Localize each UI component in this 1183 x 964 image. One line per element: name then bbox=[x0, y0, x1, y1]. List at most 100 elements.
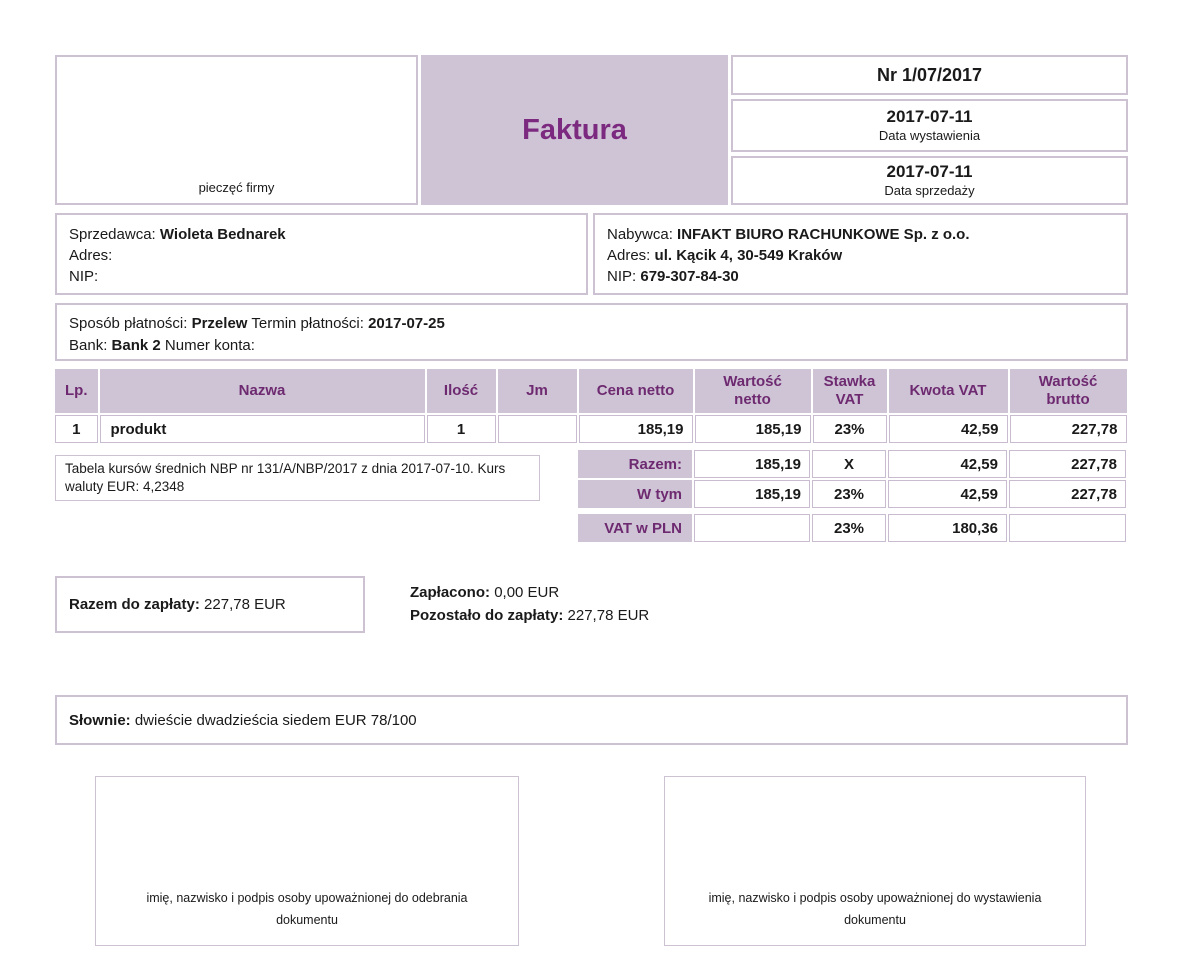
signature-issuer-caption: imię, nazwisko i podpis osoby upoważnion… bbox=[685, 887, 1065, 931]
col-header-kwota-vat: Kwota VAT bbox=[888, 369, 1008, 413]
vat-pln-gross bbox=[1009, 514, 1126, 542]
payment-due-label: Termin płatności: bbox=[251, 315, 364, 332]
item-net-price: 185,19 bbox=[578, 415, 693, 443]
summary-table: Razem: 185,19 X 42,59 227,78 W tym 185,1… bbox=[576, 448, 1128, 510]
amount-in-words-label: Słownie: bbox=[69, 711, 131, 729]
total-due-label: Razem do zapłaty: bbox=[69, 596, 200, 613]
payment-method: Przelew bbox=[191, 315, 248, 332]
summary-wtym-rate: 23% bbox=[812, 480, 886, 508]
summary-wtym-label: W tym bbox=[578, 480, 692, 508]
invoice-number: Nr 1/07/2017 bbox=[876, 64, 983, 85]
buyer-address: ul. Kącik 4, 30-549 Kraków bbox=[654, 247, 843, 264]
summary-razem-label: Razem: bbox=[578, 450, 692, 478]
seller-label: Sprzedawca: bbox=[69, 226, 156, 243]
page-title: Faktura bbox=[522, 113, 627, 146]
vat-pln-rate: 23% bbox=[812, 514, 886, 542]
signature-recipient-line1: imię, nazwisko i podpis osoby upoważnion… bbox=[146, 891, 468, 905]
buyer-nip-label: NIP: bbox=[607, 268, 637, 285]
payment-due-date: 2017-07-25 bbox=[368, 315, 445, 332]
col-header-cena-netto: Cena netto bbox=[578, 369, 693, 413]
sale-date-value: 2017-07-11 bbox=[886, 162, 973, 181]
vat-pln-amount: 180,36 bbox=[888, 514, 1007, 542]
total-due-value: 227,78 EUR bbox=[204, 596, 286, 613]
item-vat-rate: 23% bbox=[812, 415, 887, 443]
total-due-box: Razem do zapłaty: 227,78 EUR bbox=[55, 576, 365, 633]
summary-razem-rate: X bbox=[812, 450, 886, 478]
invoice-title-box: Faktura bbox=[421, 55, 728, 205]
seller-name: Wioleta Bednarek bbox=[159, 226, 286, 243]
buyer-nip: 679-307-84-30 bbox=[640, 268, 739, 285]
vat-pln-table: VAT w PLN 23% 180,36 bbox=[576, 512, 1128, 544]
summary-razem-row: Razem: 185,19 X 42,59 227,78 bbox=[578, 450, 1126, 478]
remaining-value: 227,78 EUR bbox=[567, 607, 650, 624]
paid-value: 0,00 EUR bbox=[494, 584, 560, 601]
seller-address-line: Adres: bbox=[69, 245, 574, 266]
summary-razem-net: 185,19 bbox=[694, 450, 810, 478]
summary-wtym-row: W tym 185,19 23% 42,59 227,78 bbox=[578, 480, 1126, 508]
items-table: Lp. Nazwa Ilość Jm Cena netto Wartość ne… bbox=[53, 367, 1129, 445]
item-net-value: 185,19 bbox=[694, 415, 811, 443]
bank-label: Bank: bbox=[69, 337, 108, 354]
summary-wtym-net: 185,19 bbox=[694, 480, 810, 508]
summary-razem-gross: 227,78 bbox=[1009, 450, 1126, 478]
signature-issuer-line2: dokumentu bbox=[844, 913, 906, 927]
signature-box-issuer: imię, nazwisko i podpis osoby upoważnion… bbox=[664, 776, 1086, 946]
buyer-name-line: Nabywca: INFAKT BIURO RACHUNKOWE Sp. z o… bbox=[607, 224, 1114, 245]
paid-label: Zapłacono: bbox=[410, 584, 491, 601]
buyer-label: Nabywca: bbox=[607, 226, 673, 243]
company-stamp-label: pieczęć firmy bbox=[198, 180, 275, 195]
paid-line: Zapłacono: 0,00 EUR bbox=[410, 581, 649, 604]
issue-date-box: 2017-07-11 Data wystawienia bbox=[731, 99, 1128, 152]
seller-name-line: Sprzedawca: Wioleta Bednarek bbox=[69, 224, 574, 245]
summary-wtym-vat: 42,59 bbox=[888, 480, 1007, 508]
buyer-box: Nabywca: INFAKT BIURO RACHUNKOWE Sp. z o… bbox=[593, 213, 1128, 295]
item-quantity: 1 bbox=[426, 415, 496, 443]
bank-name: Bank 2 bbox=[111, 337, 161, 354]
signature-recipient-caption: imię, nazwisko i podpis osoby upoważnion… bbox=[116, 887, 498, 931]
issue-date-value: 2017-07-11 bbox=[886, 107, 973, 126]
sale-date-box: 2017-07-11 Data sprzedaży bbox=[731, 156, 1128, 205]
sale-date-label: Data sprzedaży bbox=[884, 183, 975, 198]
buyer-address-label: Adres: bbox=[607, 247, 651, 264]
col-header-lp: Lp. bbox=[55, 369, 98, 413]
item-unit bbox=[497, 415, 577, 443]
col-header-jm: Jm bbox=[497, 369, 577, 413]
item-lp: 1 bbox=[55, 415, 98, 443]
summary-vat-pln-row: VAT w PLN 23% 180,36 bbox=[578, 514, 1126, 542]
buyer-nip-line: NIP: 679-307-84-30 bbox=[607, 266, 1114, 287]
vat-pln-net bbox=[694, 514, 810, 542]
remaining-label: Pozostało do zapłaty: bbox=[410, 607, 564, 624]
seller-nip-label: NIP: bbox=[69, 268, 99, 285]
items-header-row: Lp. Nazwa Ilość Jm Cena netto Wartość ne… bbox=[55, 369, 1127, 413]
signature-box-recipient: imię, nazwisko i podpis osoby upoważnion… bbox=[95, 776, 519, 946]
seller-nip-line: NIP: bbox=[69, 266, 574, 287]
col-header-ilosc: Ilość bbox=[426, 369, 496, 413]
company-stamp-box: pieczęć firmy bbox=[55, 55, 418, 205]
col-header-nazwa: Nazwa bbox=[99, 369, 425, 413]
payment-info-box: Sposób płatności: Przelew Termin płatnoś… bbox=[55, 303, 1128, 361]
amount-in-words-box: Słownie: dwieście dwadzieścia siedem EUR… bbox=[55, 695, 1128, 745]
col-header-wartosc-netto: Wartość netto bbox=[694, 369, 811, 413]
payment-method-label: Sposób płatności: bbox=[69, 315, 188, 332]
seller-box: Sprzedawca: Wioleta Bednarek Adres: NIP: bbox=[55, 213, 588, 295]
remaining-line: Pozostało do zapłaty: 227,78 EUR bbox=[410, 604, 649, 627]
buyer-name: INFAKT BIURO RACHUNKOWE Sp. z o.o. bbox=[677, 226, 970, 243]
item-vat-amount: 42,59 bbox=[888, 415, 1008, 443]
exchange-rate-note: Tabela kursów średnich NBP nr 131/A/NBP/… bbox=[55, 455, 540, 501]
table-row: 1 produkt 1 185,19 185,19 23% 42,59 227,… bbox=[55, 415, 1127, 443]
total-due-line: Razem do zapłaty: 227,78 EUR bbox=[69, 596, 286, 613]
issue-date-label: Data wystawienia bbox=[878, 128, 981, 143]
payment-method-line: Sposób płatności: Przelew Termin płatnoś… bbox=[69, 313, 1114, 335]
signature-issuer-line1: imię, nazwisko i podpis osoby upoważnion… bbox=[708, 891, 1042, 905]
invoice-number-box: Nr 1/07/2017 bbox=[731, 55, 1128, 95]
summary-razem-vat: 42,59 bbox=[888, 450, 1007, 478]
amount-in-words-line: Słownie: dwieście dwadzieścia siedem EUR… bbox=[69, 712, 417, 729]
account-label: Numer konta: bbox=[164, 337, 255, 354]
bank-line: Bank: Bank 2 Numer konta: bbox=[69, 335, 1114, 357]
vat-pln-label: VAT w PLN bbox=[578, 514, 692, 542]
buyer-address-line: Adres: ul. Kącik 4, 30-549 Kraków bbox=[607, 245, 1114, 266]
seller-address-label: Adres: bbox=[69, 247, 113, 264]
item-name: produkt bbox=[99, 415, 425, 443]
signature-recipient-line2: dokumentu bbox=[276, 913, 338, 927]
